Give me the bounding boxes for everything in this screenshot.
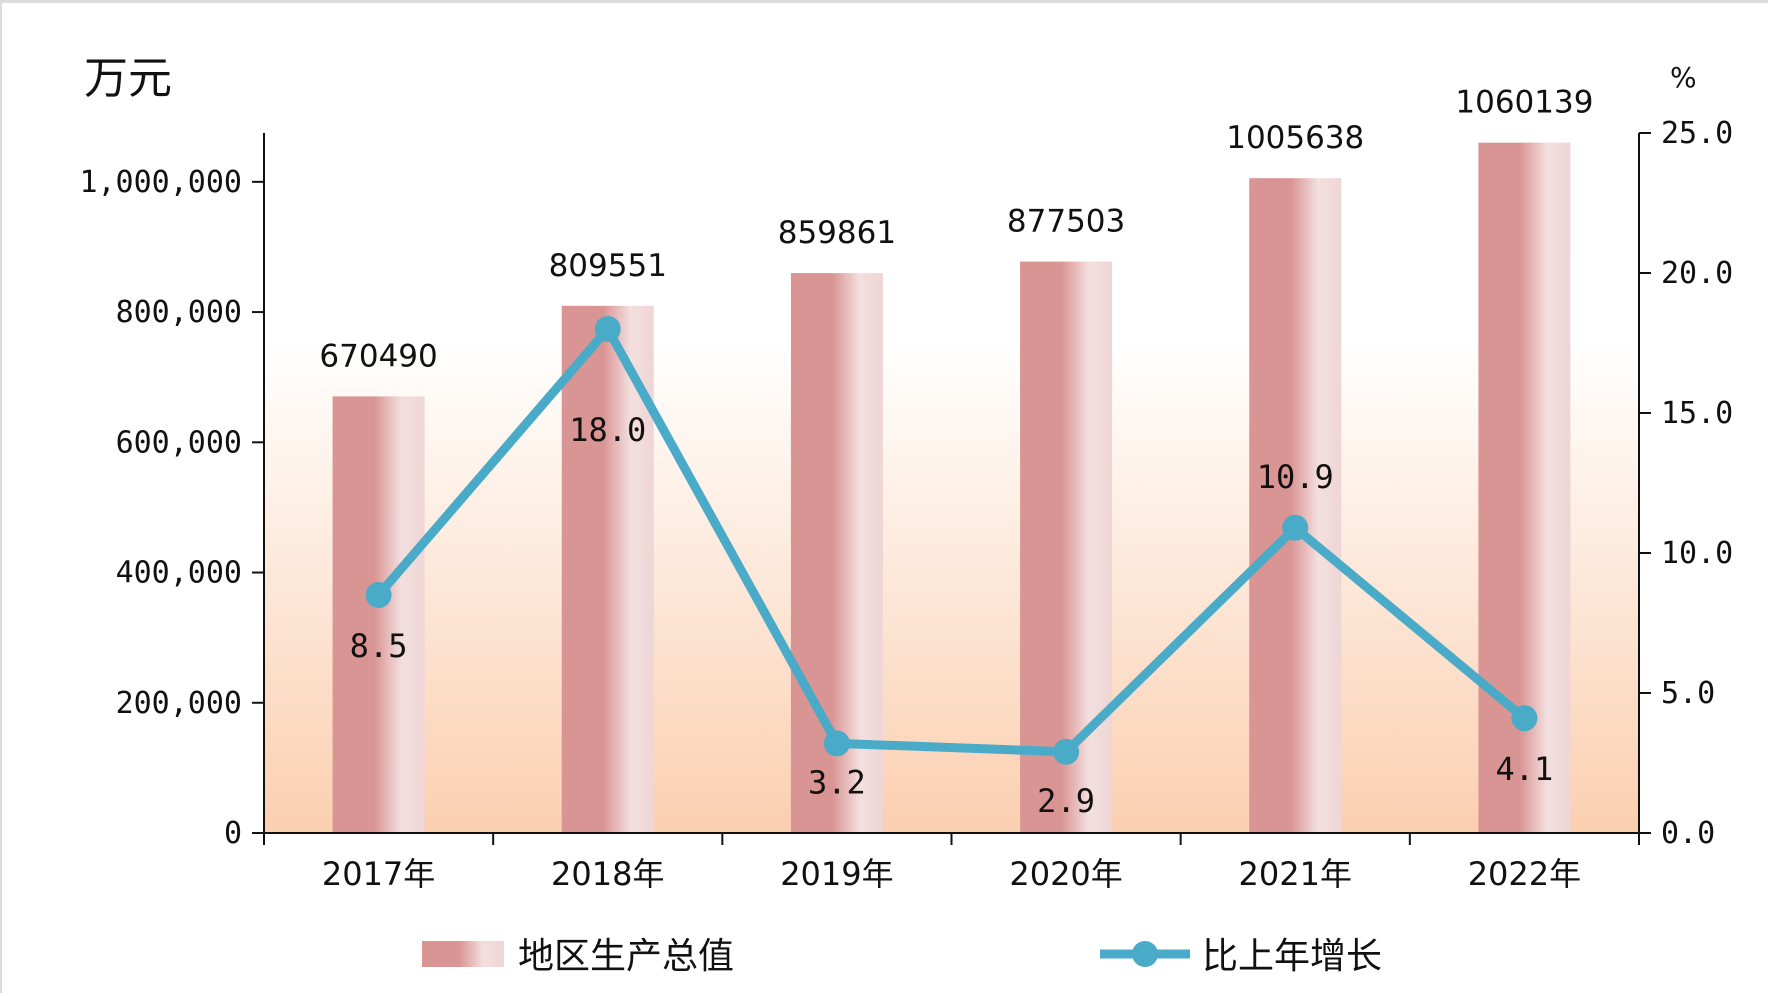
x-tick-label: 2018年 xyxy=(551,855,664,893)
x-tick-label: 2020年 xyxy=(1009,855,1122,893)
legend-bar-label: 地区生产总值 xyxy=(518,936,734,977)
left-tick-label: 800,000 xyxy=(116,295,242,330)
right-tick-label: 0.0 xyxy=(1661,816,1715,851)
legend-line-label: 比上年增长 xyxy=(1202,936,1382,977)
growth-line xyxy=(375,324,1528,757)
combo-chart: 670490 809551 859861 877503 1005638 1060139 0… xyxy=(79,53,1733,977)
left-tick-label: 600,000 xyxy=(116,425,242,460)
bar-value-label: 1005638 xyxy=(1226,120,1364,156)
bar-value-label: 809551 xyxy=(549,248,667,284)
left-tick-label: 1,000,000 xyxy=(79,165,242,200)
x-tick-label: 2022年 xyxy=(1468,855,1581,893)
right-tick-label: 15.0 xyxy=(1661,396,1733,431)
x-tick-label: 2021年 xyxy=(1239,855,1352,893)
left-tick-label: 200,000 xyxy=(116,686,242,721)
growth-value-label: 8.5 xyxy=(350,627,408,665)
bar-2021年 xyxy=(1249,178,1342,833)
legend-bar-swatch xyxy=(422,941,504,967)
x-tick-label: 2019年 xyxy=(780,855,893,893)
x-axis-ticks: 2017年 2018年 2019年 2020年 2021年 2022年 xyxy=(263,833,1640,893)
bar-value-label: 670490 xyxy=(319,338,437,374)
right-axis-ticks: 0.0 5.0 10.0 15.0 20.0 25.0 xyxy=(1639,116,1733,851)
right-tick-label: 25.0 xyxy=(1661,116,1733,151)
left-axis-unit: 万元 xyxy=(84,53,172,104)
growth-value-label: 10.9 xyxy=(1257,458,1334,496)
growth-value-label: 3.2 xyxy=(808,763,866,801)
growth-point-2022年 xyxy=(1511,705,1538,732)
line-value-labels: 8.5 18.0 3.2 2.9 10.9 4.1 xyxy=(350,411,1554,820)
left-axis-ticks: 0 200,000 400,000 600,000 800,000 1,000,000 xyxy=(79,165,264,851)
plot-background xyxy=(264,133,1639,833)
growth-point-2020年 xyxy=(1053,738,1080,765)
bar-value-label: 1060139 xyxy=(1455,85,1593,121)
x-tick-label: 2017年 xyxy=(322,855,435,893)
bar-value-label: 859861 xyxy=(778,215,896,251)
legend-line-marker xyxy=(1132,941,1158,967)
growth-point-2018年 xyxy=(594,316,621,342)
line-series xyxy=(365,316,1538,765)
growth-value-label: 4.1 xyxy=(1496,750,1554,788)
left-tick-label: 0 xyxy=(224,816,242,851)
right-axis-unit: % xyxy=(1670,61,1697,94)
bar-value-label: 877503 xyxy=(1007,204,1125,240)
growth-point-2021年 xyxy=(1282,514,1309,541)
bar-value-labels: 670490 809551 859861 877503 1005638 1060139 xyxy=(319,85,1593,375)
right-tick-label: 20.0 xyxy=(1661,256,1733,291)
right-tick-label: 10.0 xyxy=(1661,536,1733,571)
growth-point-2019年 xyxy=(823,730,850,757)
bar-2020年 xyxy=(1020,261,1113,834)
bar-2017年 xyxy=(332,396,425,833)
right-tick-label: 5.0 xyxy=(1661,676,1715,711)
bar-series xyxy=(332,142,1571,834)
growth-value-label: 2.9 xyxy=(1037,782,1095,820)
growth-point-2017年 xyxy=(365,582,392,608)
growth-value-label: 18.0 xyxy=(569,411,646,449)
left-tick-label: 400,000 xyxy=(116,556,242,591)
legend: 地区生产总值 比上年增长 xyxy=(422,936,1382,977)
